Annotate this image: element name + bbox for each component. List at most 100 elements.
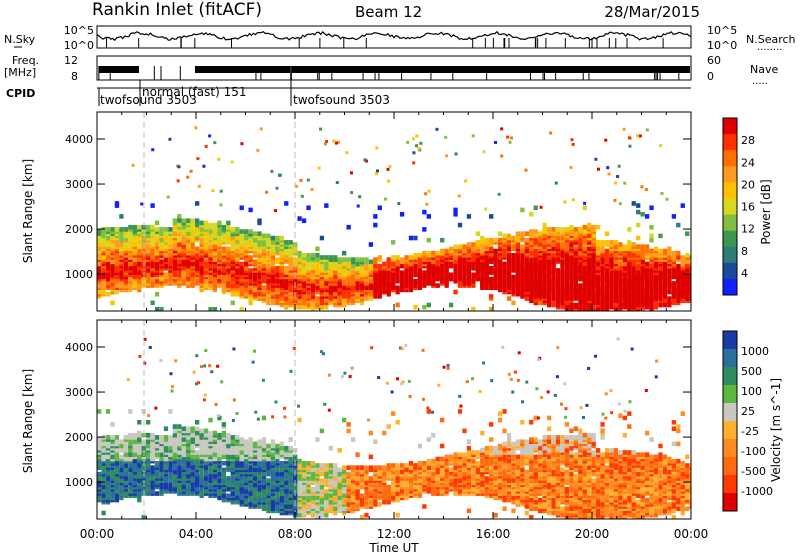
- data-cell: [177, 473, 182, 479]
- data-cell: [622, 300, 627, 306]
- data-cell: [219, 189, 223, 193]
- data-cell: [564, 274, 570, 280]
- data-cell: [419, 141, 423, 145]
- data-cell: [97, 443, 102, 449]
- data-cell: [301, 281, 307, 286]
- data-cell: [114, 456, 120, 462]
- data-cell: [137, 240, 142, 245]
- data-cell: [604, 289, 610, 295]
- data-cell: [502, 261, 507, 267]
- nsearch-label: N.Search: [746, 33, 796, 46]
- data-cell: [221, 422, 227, 427]
- data-cell: [168, 137, 172, 141]
- colorbar-swatch: [723, 278, 737, 296]
- data-cell: [244, 465, 249, 470]
- data-cell: [137, 484, 142, 490]
- data-cell: [453, 255, 458, 260]
- data-cell: [582, 291, 587, 297]
- data-cell: [177, 432, 182, 438]
- data-cell: [506, 296, 512, 301]
- data-cell: [324, 508, 329, 514]
- data-cell: [159, 467, 164, 473]
- data-cell: [199, 491, 204, 496]
- data-cell: [542, 227, 547, 232]
- data-cell: [506, 257, 512, 262]
- data-cell: [199, 220, 204, 226]
- data-cell: [279, 445, 284, 451]
- data-cell: [595, 246, 601, 252]
- data-cell: [146, 439, 151, 444]
- data-cell: [190, 471, 195, 477]
- data-cell: [154, 307, 160, 311]
- data-cell: [587, 222, 592, 228]
- data-cell: [159, 244, 164, 249]
- data-cell: [154, 278, 160, 284]
- data-cell: [448, 261, 454, 267]
- data-cell: [163, 478, 169, 483]
- data-cell: [564, 227, 570, 232]
- data-cell: [244, 229, 249, 234]
- data-cell: [315, 463, 320, 468]
- freq-band: [99, 66, 139, 73]
- data-cell: [217, 283, 222, 288]
- data-cell: [257, 231, 262, 236]
- data-cell: [323, 142, 327, 146]
- data-cell: [97, 437, 102, 442]
- data-cell: [649, 233, 654, 239]
- data-cell: [377, 255, 382, 260]
- data-cell: [163, 257, 169, 262]
- colorbar-swatch: [723, 246, 737, 264]
- data-cell: [266, 289, 271, 295]
- data-cell: [195, 246, 200, 252]
- data-cell: [529, 211, 534, 217]
- data-cell: [168, 435, 173, 440]
- data-cell: [636, 222, 641, 228]
- data-cell: [489, 265, 494, 271]
- data-cell: [335, 181, 339, 185]
- data-cell: [310, 187, 314, 191]
- data-cell: [350, 191, 354, 195]
- data-cell: [422, 209, 427, 215]
- data-cell: [279, 471, 284, 477]
- data-cell: [159, 452, 164, 457]
- noise-line: [96, 30, 692, 42]
- noise-tick-right-top: 10^5: [707, 24, 737, 37]
- data-cell: [137, 278, 142, 284]
- data-cell: [204, 144, 208, 148]
- data-cell: [595, 283, 601, 288]
- data-cell: [413, 304, 418, 310]
- data-cell: [368, 242, 374, 247]
- data-cell: [159, 231, 164, 236]
- data-cell: [319, 235, 325, 241]
- data-cell: [203, 231, 209, 236]
- data-cell: [248, 268, 253, 273]
- data-cell: [328, 272, 333, 278]
- data-cell: [150, 263, 155, 269]
- data-cell: [239, 454, 244, 460]
- data-cell: [257, 235, 262, 241]
- data-cell: [570, 138, 574, 142]
- data-cell: [230, 445, 235, 451]
- data-cell: [230, 160, 234, 164]
- data-cell: [221, 471, 227, 477]
- data-cell: [520, 255, 525, 260]
- data-cell: [266, 456, 271, 462]
- data-cell: [417, 270, 423, 275]
- data-cell: [533, 237, 538, 243]
- data-cell: [564, 268, 570, 273]
- data-cell: [667, 246, 672, 252]
- data-cell: [564, 263, 570, 269]
- data-cell: [203, 278, 209, 284]
- data-cell: [676, 296, 681, 301]
- data-cell: [539, 205, 543, 209]
- data-cell: [190, 250, 195, 256]
- data-cell: [660, 192, 664, 196]
- data-cell: [239, 307, 244, 311]
- data-cell: [475, 240, 480, 245]
- data-cell: [252, 259, 258, 265]
- data-cell: [199, 428, 204, 434]
- data-cell: [631, 242, 636, 247]
- data-cell: [644, 248, 650, 254]
